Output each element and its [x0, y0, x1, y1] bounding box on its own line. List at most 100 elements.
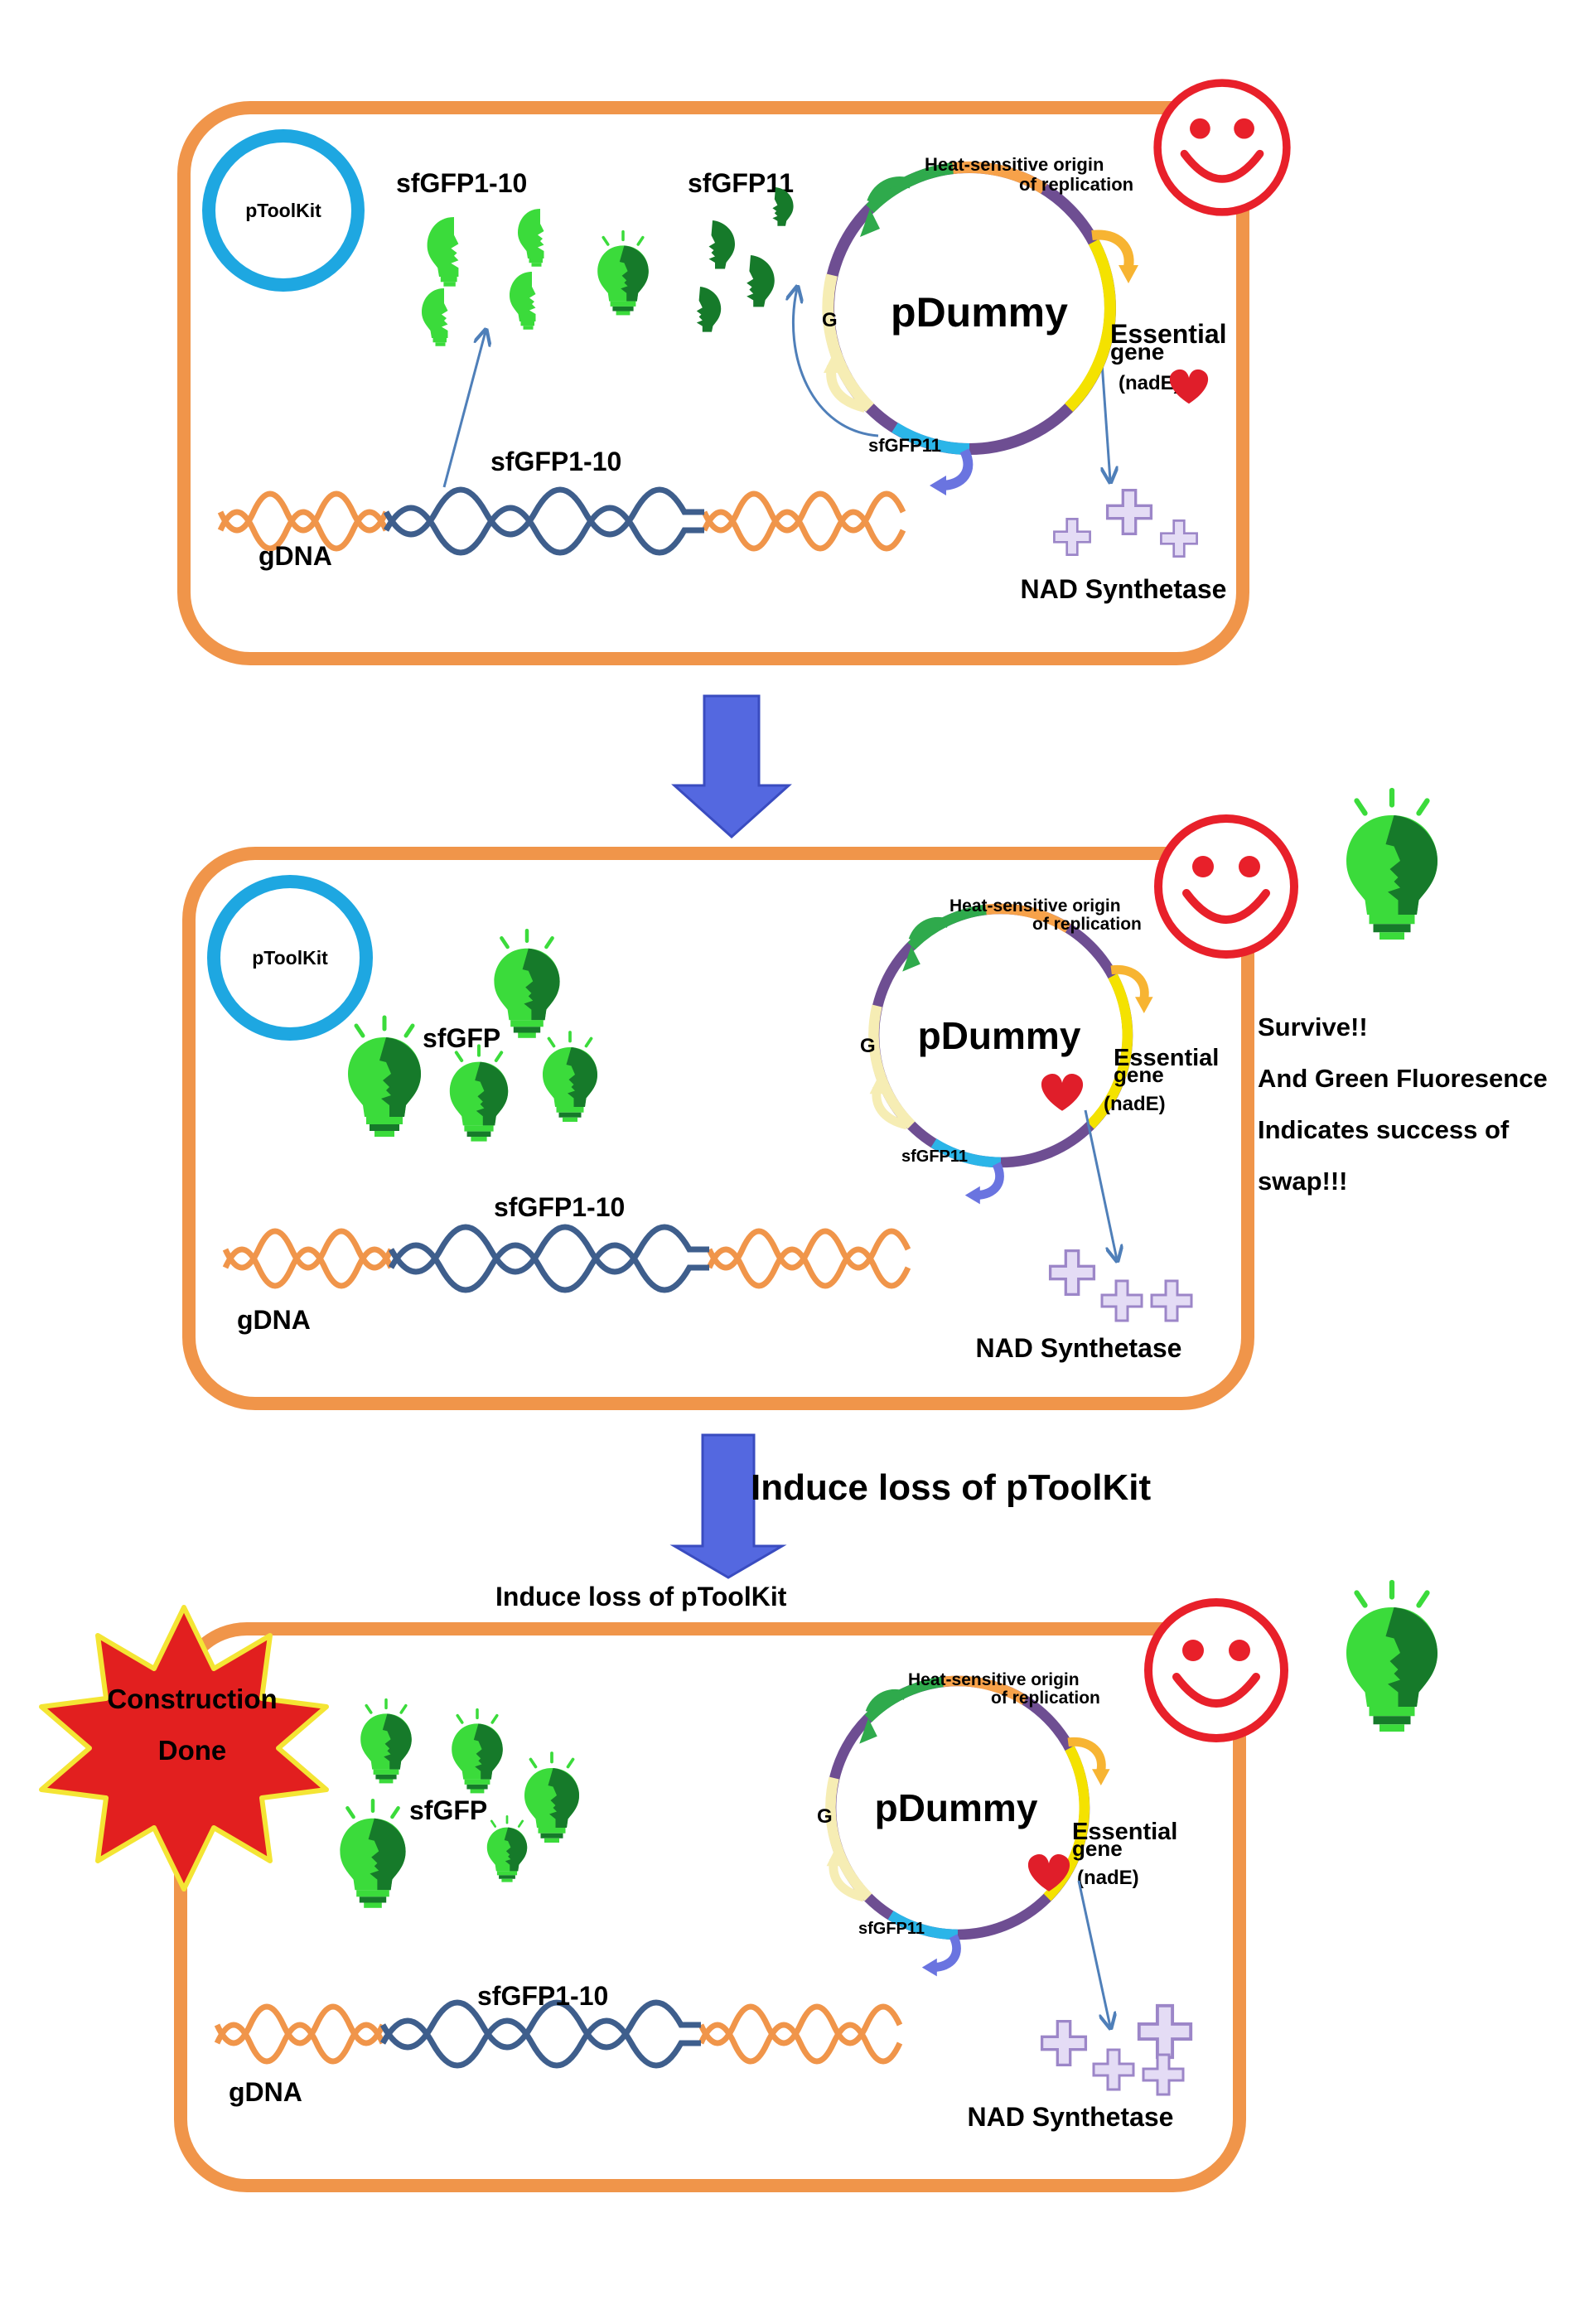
heart-icon	[1041, 1074, 1084, 1111]
lightbulb-icon	[340, 1800, 405, 1908]
lightbulb-icon	[359, 1698, 413, 1785]
transition-arrow-2	[669, 1433, 787, 1579]
expression-arrow	[1077, 1880, 1110, 2027]
nad-plus-icon	[1150, 1279, 1193, 1322]
sfgfp11-plasmid-label: sfGFP11	[868, 435, 941, 456]
sfgfp11-fragment-icon	[708, 220, 735, 269]
gdna-label: gDNA	[237, 1305, 311, 1335]
nad-synthetase-label: NAD Synthetase	[1021, 574, 1227, 604]
sfgfp1-10-gene-helix	[383, 486, 704, 556]
smiley-face-icon	[1158, 819, 1294, 954]
g-label: G	[860, 1035, 876, 1057]
nad-plus-icon	[1053, 518, 1091, 556]
panel-1: pToolKit sfGFP1-10 sfGFP11 sfGFP1-10	[177, 83, 1287, 665]
sfgfp-label: sfGFP	[409, 1795, 487, 1825]
gdna-helix	[222, 1228, 911, 1289]
origin-label-line1: Heat-sensitive origin	[925, 154, 1104, 175]
lightbulb-icon	[596, 230, 650, 317]
sfgfp1-10-gene-helix	[388, 1224, 709, 1293]
sfgfp11-plasmid-label: sfGFP11	[858, 1920, 925, 1938]
g-label: G	[817, 1805, 833, 1828]
sfgfp1-10-gene-label: sfGFP1-10	[477, 1981, 608, 2011]
sfgfp-label: sfGFP	[423, 1023, 500, 1053]
nade-label: (nadE)	[1077, 1867, 1139, 1889]
side-note-line3: Indicates success of	[1258, 1115, 1510, 1144]
smiley-face-icon	[1148, 1602, 1284, 1738]
sfgfp11-plasmid-label: sfGFP11	[901, 1148, 968, 1166]
induce-loss-label-small: Induce loss of pToolKit	[495, 1582, 787, 1611]
ptoolkit-plasmid-ring	[202, 129, 365, 292]
lightbulb-icon	[494, 930, 559, 1038]
lightbulb-icon	[1346, 790, 1437, 940]
lightbulb-icon	[348, 1017, 421, 1137]
expression-arrow	[442, 331, 486, 488]
gdna-label: gDNA	[259, 541, 332, 571]
smiley-face-icon	[1157, 83, 1287, 212]
lightbulb-icon	[541, 1031, 599, 1123]
gene-label: gene	[1114, 1062, 1164, 1087]
gdna-helix	[214, 2003, 903, 2065]
ptoolkit-label: pToolKit	[252, 947, 328, 969]
pdummy-label: pDummy	[918, 1014, 1081, 1057]
lightbulb-icon	[1346, 1582, 1437, 1732]
g-label: G	[822, 309, 838, 331]
nade-label: (nadE)	[1119, 372, 1181, 394]
sfgfp11-fragment-icon	[747, 255, 775, 307]
nade-label: (nadE)	[1104, 1093, 1166, 1115]
panel-2: pToolKit sfGFP sfGFP1-10 gDNA Heat-sensi…	[182, 819, 1294, 1410]
nad-plus-icon	[1048, 1249, 1096, 1297]
lightbulb-icon	[486, 1815, 529, 1883]
ptoolkit-plasmid-ring	[207, 875, 373, 1041]
lightbulb-icon	[450, 1708, 505, 1795]
construction-done-badge: Construction Done	[39, 1605, 329, 1892]
panel-1-cell-border	[177, 101, 1249, 665]
lightbulb-icon	[450, 1046, 508, 1141]
side-note-line4: swap!!!	[1258, 1167, 1348, 1196]
sfgfp1-10-gene-label: sfGFP1-10	[490, 447, 621, 476]
panel-3-cell-border	[174, 1622, 1246, 2192]
sfgfp1-10-fragment-icon	[510, 272, 536, 330]
nad-synthetase-label: NAD Synthetase	[976, 1333, 1182, 1363]
origin-label-line1: Heat-sensitive origin	[949, 896, 1121, 916]
nad-plus-icon	[1100, 1279, 1143, 1322]
origin-label-line2: of replication	[1019, 174, 1133, 195]
origin-label-line1: Heat-sensitive origin	[908, 1670, 1080, 1689]
starburst-icon	[39, 1605, 329, 1892]
essential-label: Essential	[1110, 319, 1227, 349]
nad-plus-icon	[1105, 488, 1153, 536]
sfgfp1-10-fragment-label: sfGFP1-10	[396, 168, 527, 198]
lightbulb-icon	[523, 1751, 581, 1844]
badge-line1: Construction	[107, 1684, 277, 1714]
expression-arrow	[1102, 362, 1110, 481]
gene-label: gene	[1072, 1836, 1123, 1861]
panel-3: sfGFP sfGFP1-10 gDNA Heat-sensitive orig…	[174, 1602, 1284, 2192]
sfgfp1-10-fragment-icon	[422, 288, 448, 346]
sfgfp1-10-fragment-icon	[518, 209, 544, 267]
induce-loss-label-large: Induce loss of pToolKit	[751, 1467, 1152, 1508]
nad-synthetase-label: NAD Synthetase	[968, 2102, 1174, 2132]
ptoolkit-label: pToolKit	[245, 200, 321, 221]
side-note-line1: Survive!!	[1258, 1012, 1368, 1041]
sfgfp11-fragment-icon	[696, 287, 722, 332]
transition-arrow-1	[671, 694, 792, 839]
panel-2-cell-border	[182, 847, 1254, 1410]
pdummy-label: pDummy	[875, 1786, 1038, 1829]
expression-arrow	[1084, 1109, 1117, 1259]
origin-label-line2: of replication	[991, 1689, 1100, 1708]
essential-label: Essential	[1072, 1819, 1177, 1845]
expression-arrow	[793, 288, 879, 437]
badge-line2: Done	[158, 1735, 227, 1766]
nad-plus-icon	[1142, 2053, 1185, 2096]
origin-label-line2: of replication	[1032, 915, 1142, 934]
nad-plus-icon	[1040, 2019, 1088, 2067]
heart-icon	[1169, 369, 1209, 404]
gdna-helix	[217, 490, 906, 552]
gdna-label: gDNA	[229, 2077, 302, 2107]
essential-label: Essential	[1114, 1045, 1219, 1071]
sfgfp1-10-gene-helix	[379, 1999, 701, 2069]
side-note-line2: And Green Fluoresence	[1258, 1064, 1548, 1093]
pdummy-label: pDummy	[891, 289, 1068, 336]
nad-plus-icon	[1160, 519, 1198, 558]
